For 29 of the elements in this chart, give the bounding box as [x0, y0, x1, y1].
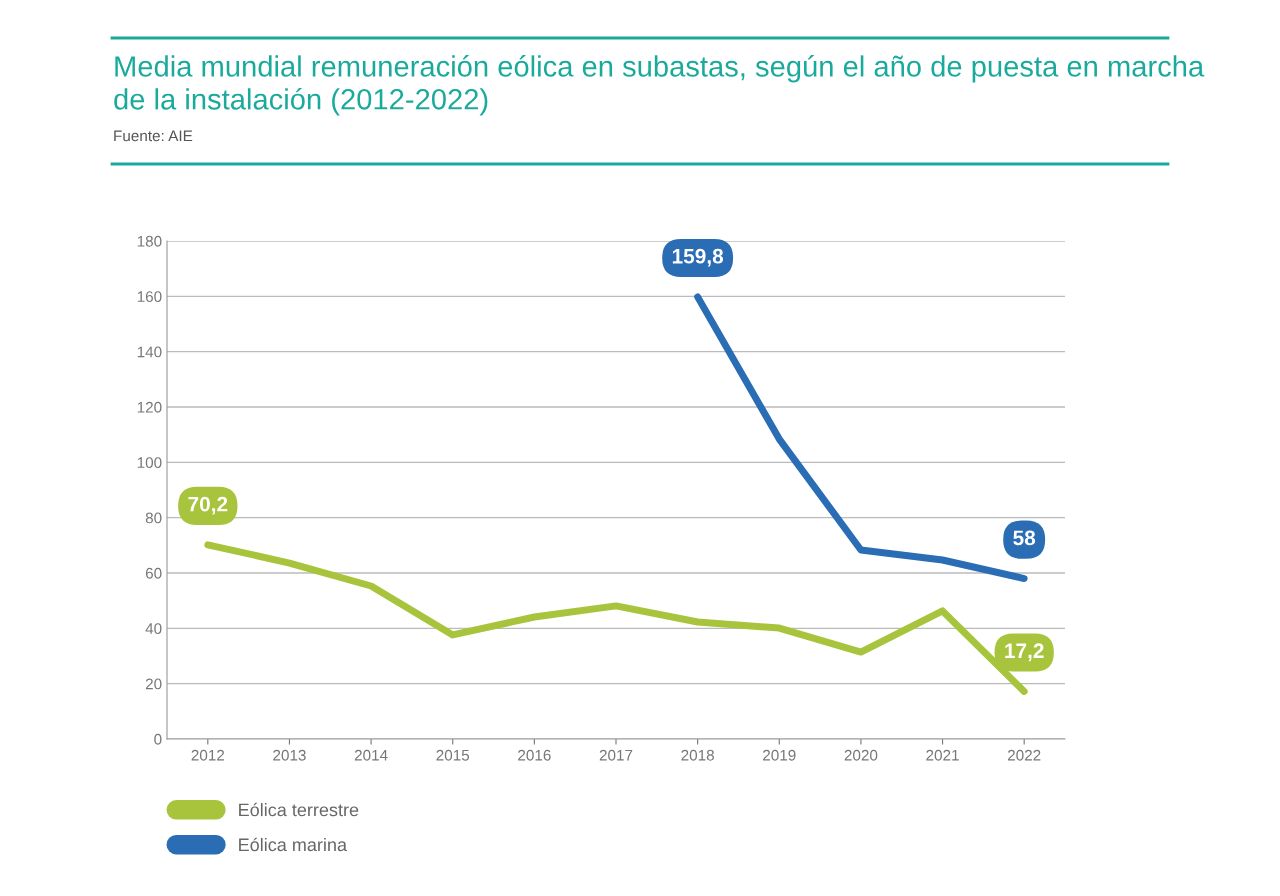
y-tick-label: 140 — [137, 346, 162, 358]
x-tick-label: 2012 — [191, 749, 225, 761]
data-label: 159,8 — [672, 248, 724, 267]
x-tick-label: 2019 — [763, 749, 796, 761]
legend-label: Eólica marina — [239, 837, 348, 852]
y-tick-label: 60 — [145, 567, 162, 579]
y-tick-label: 180 — [137, 235, 162, 247]
x-tick-label: 2016 — [518, 749, 551, 761]
y-tick-label: 40 — [145, 623, 162, 635]
data-label: 58 — [1013, 530, 1036, 546]
x-tick-label: 2018 — [681, 749, 714, 761]
x-tick-label: 2014 — [354, 749, 388, 761]
x-tick-label: 2015 — [436, 749, 470, 761]
x-tick-label: 2020 — [844, 749, 878, 761]
y-tick-label: 20 — [145, 678, 162, 690]
data-label: 17,2 — [1005, 643, 1044, 662]
chart-subtitle: Fuente: AIE — [114, 130, 193, 142]
y-tick-label: 100 — [137, 457, 162, 469]
x-tick-label: 2013 — [273, 749, 306, 761]
chart-title: Media mundial remuneración eólica en subastas, según el año de puesta en marcha de la instalación (2012-2022) — [114, 55, 1205, 116]
legend-label: Eólica terrestre — [239, 802, 359, 817]
y-tick-label: 120 — [137, 401, 162, 413]
y-tick-label: 160 — [137, 291, 162, 303]
data-label: 70,2 — [188, 496, 228, 515]
x-tick-label: 2021 — [926, 749, 959, 761]
x-tick-label: 2022 — [1007, 749, 1041, 761]
y-tick-label: 0 — [154, 733, 162, 745]
y-tick-label: 80 — [145, 512, 162, 524]
x-tick-label: 2017 — [599, 749, 633, 761]
